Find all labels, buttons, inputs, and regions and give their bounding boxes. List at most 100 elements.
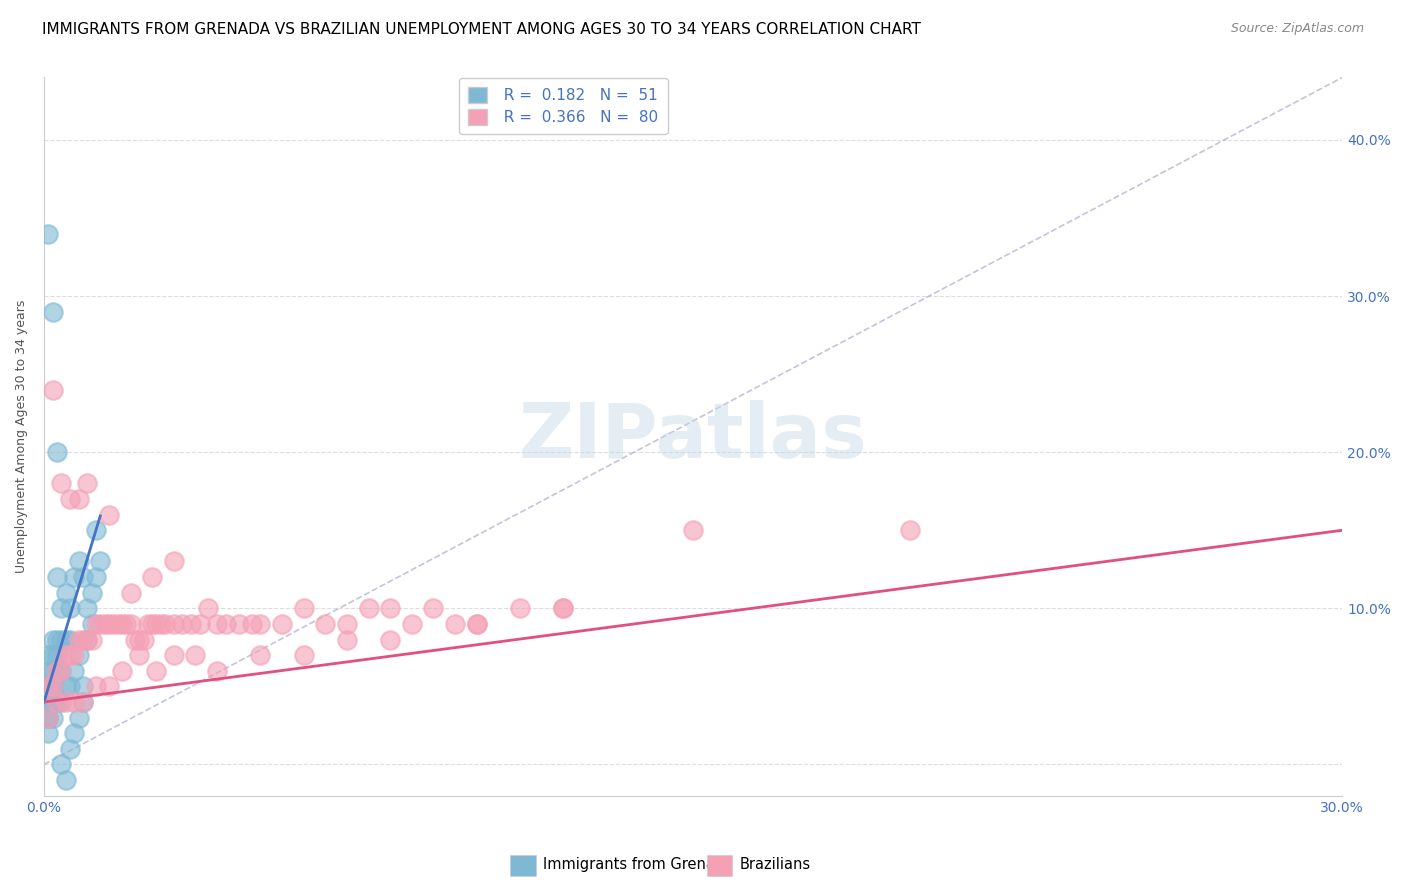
Point xyxy=(149,616,172,631)
Point xyxy=(93,616,115,631)
Point xyxy=(37,648,59,662)
Point xyxy=(240,616,263,631)
Point xyxy=(553,601,575,615)
Point xyxy=(153,616,176,631)
Point xyxy=(128,632,150,647)
Point xyxy=(111,664,134,678)
Point xyxy=(63,570,86,584)
Legend:   R =  0.182   N =  51,   R =  0.366   N =  80: R = 0.182 N = 51, R = 0.366 N = 80 xyxy=(460,78,668,135)
Point xyxy=(67,711,90,725)
Point xyxy=(115,616,138,631)
Point xyxy=(55,773,77,788)
Point xyxy=(37,726,59,740)
Point xyxy=(136,616,159,631)
Point xyxy=(172,616,194,631)
Point xyxy=(132,632,155,647)
Point xyxy=(51,695,73,709)
Point xyxy=(292,601,315,615)
Point xyxy=(55,648,77,662)
Point xyxy=(63,648,86,662)
Point xyxy=(141,616,163,631)
Point xyxy=(41,680,63,694)
Point xyxy=(67,554,90,568)
Point xyxy=(41,711,63,725)
Point xyxy=(84,680,107,694)
Point xyxy=(46,632,69,647)
Point xyxy=(55,695,77,709)
Point xyxy=(37,664,59,678)
Point xyxy=(46,695,69,709)
Point xyxy=(67,491,90,506)
Point xyxy=(97,616,120,631)
Point xyxy=(76,476,98,491)
Point xyxy=(97,680,120,694)
Point xyxy=(465,616,488,631)
Point xyxy=(401,616,423,631)
Point xyxy=(84,523,107,537)
Point xyxy=(107,616,129,631)
Text: Source: ZipAtlas.com: Source: ZipAtlas.com xyxy=(1230,22,1364,36)
Text: IMMIGRANTS FROM GRENADA VS BRAZILIAN UNEMPLOYMENT AMONG AGES 30 TO 34 YEARS CORR: IMMIGRANTS FROM GRENADA VS BRAZILIAN UNE… xyxy=(42,22,921,37)
Point xyxy=(682,523,704,537)
Point xyxy=(444,616,467,631)
Point xyxy=(72,695,94,709)
Point xyxy=(84,570,107,584)
Point xyxy=(51,664,73,678)
Point xyxy=(59,491,82,506)
Point xyxy=(80,616,103,631)
Point xyxy=(41,632,63,647)
Point xyxy=(180,616,202,631)
Point xyxy=(76,632,98,647)
Point xyxy=(41,648,63,662)
Point xyxy=(63,664,86,678)
Point xyxy=(314,616,336,631)
Point xyxy=(336,616,359,631)
Point xyxy=(46,445,69,459)
Point xyxy=(249,616,271,631)
Point xyxy=(63,726,86,740)
Point xyxy=(80,585,103,599)
Point xyxy=(37,711,59,725)
Point xyxy=(63,695,86,709)
Point xyxy=(292,648,315,662)
Point xyxy=(380,601,402,615)
Point xyxy=(465,616,488,631)
Point xyxy=(41,383,63,397)
Point xyxy=(249,648,271,662)
Point xyxy=(205,616,228,631)
Point xyxy=(128,648,150,662)
Point xyxy=(145,616,167,631)
Point xyxy=(553,601,575,615)
Point xyxy=(76,632,98,647)
Point xyxy=(72,570,94,584)
Point xyxy=(37,680,59,694)
Point xyxy=(72,680,94,694)
Point xyxy=(72,632,94,647)
Point xyxy=(46,695,69,709)
Point xyxy=(422,601,444,615)
Point xyxy=(59,648,82,662)
Point xyxy=(89,616,111,631)
Point xyxy=(41,695,63,709)
Point xyxy=(37,680,59,694)
Point xyxy=(380,632,402,647)
Point xyxy=(46,664,69,678)
Point xyxy=(111,616,134,631)
Point xyxy=(46,664,69,678)
Point xyxy=(188,616,211,631)
Point xyxy=(197,601,219,615)
Point xyxy=(55,585,77,599)
Point xyxy=(41,680,63,694)
Point xyxy=(163,648,186,662)
Point xyxy=(228,616,250,631)
Point xyxy=(336,632,359,647)
Point xyxy=(898,523,921,537)
Point xyxy=(46,648,69,662)
Point xyxy=(215,616,238,631)
Point xyxy=(55,632,77,647)
Point xyxy=(271,616,294,631)
Point xyxy=(509,601,531,615)
Point xyxy=(51,664,73,678)
Point xyxy=(37,695,59,709)
Point xyxy=(59,601,82,615)
